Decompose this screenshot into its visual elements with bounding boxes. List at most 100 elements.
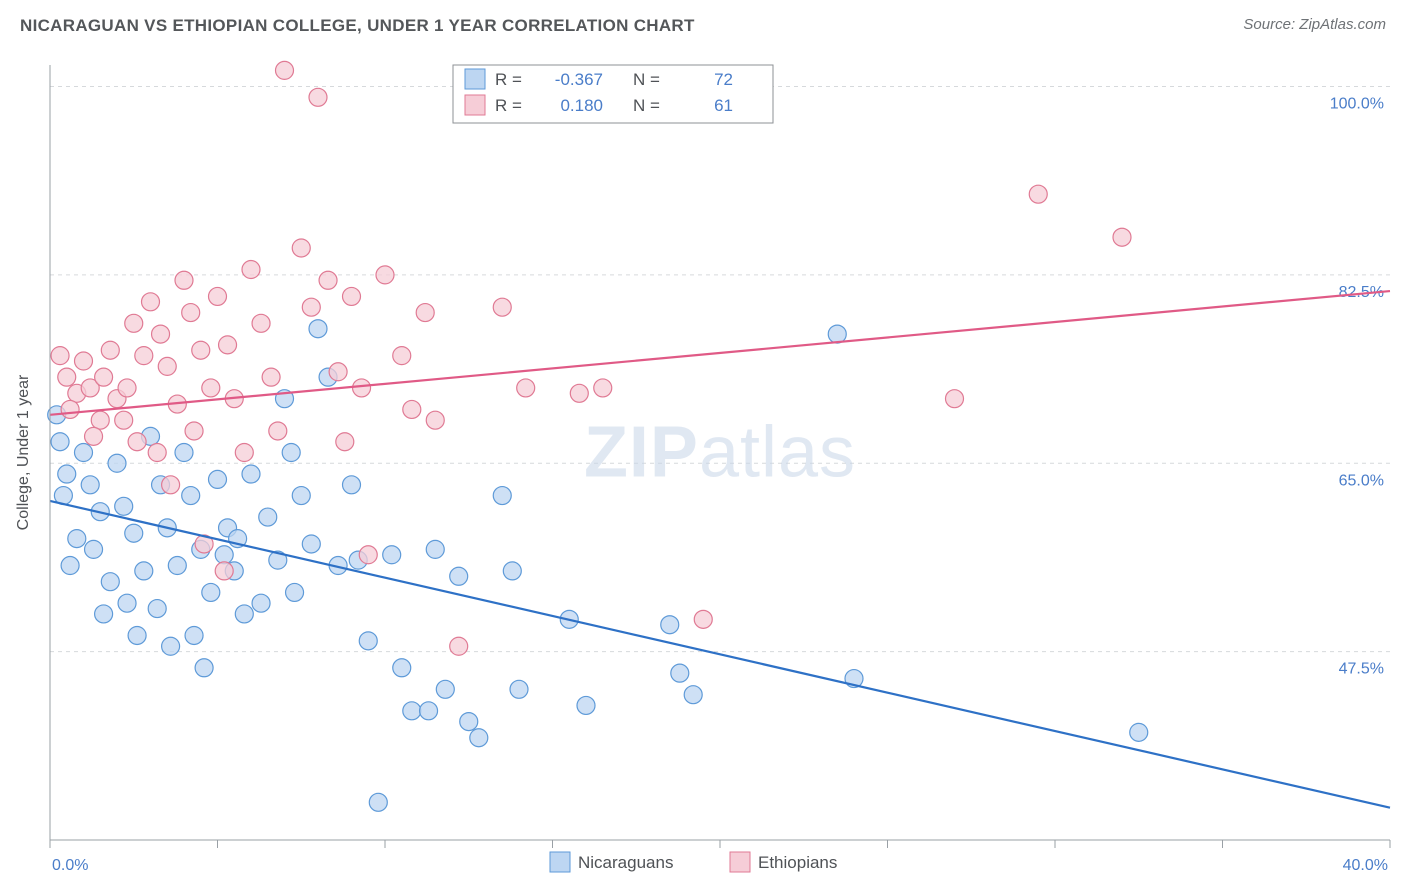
legend-r-label: R = <box>495 96 522 115</box>
data-point <box>95 368 113 386</box>
data-point <box>416 304 434 322</box>
data-point <box>282 444 300 462</box>
data-point <box>393 347 411 365</box>
data-point <box>209 287 227 305</box>
data-point <box>292 239 310 257</box>
data-point <box>168 557 186 575</box>
data-point <box>259 508 277 526</box>
data-point <box>503 562 521 580</box>
data-point <box>185 626 203 644</box>
y-grid-label: 65.0% <box>1339 472 1384 489</box>
data-point <box>252 594 270 612</box>
data-point <box>517 379 535 397</box>
data-point <box>671 664 689 682</box>
data-point <box>125 524 143 542</box>
data-point <box>343 287 361 305</box>
data-point <box>309 88 327 106</box>
data-point <box>118 379 136 397</box>
data-point <box>570 384 588 402</box>
data-point <box>1113 228 1131 246</box>
data-point <box>68 530 86 548</box>
data-point <box>61 557 79 575</box>
data-point <box>115 411 133 429</box>
data-point <box>235 605 253 623</box>
x-min-label: 0.0% <box>52 857 88 874</box>
data-point <box>195 659 213 677</box>
data-point <box>202 583 220 601</box>
data-point <box>577 696 595 714</box>
data-point <box>242 261 260 279</box>
data-point <box>215 546 233 564</box>
data-point <box>91 411 109 429</box>
data-point <box>450 567 468 585</box>
legend-swatch <box>465 95 485 115</box>
data-point <box>403 400 421 418</box>
data-point <box>182 304 200 322</box>
data-point <box>115 497 133 515</box>
legend-n-value: 61 <box>714 96 733 115</box>
data-point <box>269 422 287 440</box>
data-point <box>426 540 444 558</box>
data-point <box>219 336 237 354</box>
data-point <box>182 487 200 505</box>
data-point <box>684 686 702 704</box>
data-point <box>175 444 193 462</box>
chart-title: NICARAGUAN VS ETHIOPIAN COLLEGE, UNDER 1… <box>20 16 1386 36</box>
data-point <box>1029 185 1047 203</box>
data-point <box>95 605 113 623</box>
data-point <box>1130 723 1148 741</box>
data-point <box>450 637 468 655</box>
data-point <box>185 422 203 440</box>
data-point <box>436 680 454 698</box>
y-grid-label: 47.5% <box>1339 661 1384 678</box>
data-point <box>343 476 361 494</box>
data-point <box>460 713 478 731</box>
data-point <box>286 583 304 601</box>
data-point <box>383 546 401 564</box>
data-point <box>302 298 320 316</box>
legend-n-value: 72 <box>714 70 733 89</box>
source-link[interactable]: ZipAtlas.com <box>1299 16 1386 33</box>
data-point <box>135 347 153 365</box>
data-point <box>75 444 93 462</box>
data-point <box>510 680 528 698</box>
data-point <box>108 454 126 472</box>
data-point <box>946 390 964 408</box>
data-point <box>252 314 270 332</box>
data-point <box>319 271 337 289</box>
data-point <box>158 357 176 375</box>
legend-r-label: R = <box>495 70 522 89</box>
data-point <box>192 341 210 359</box>
data-point <box>594 379 612 397</box>
data-point <box>215 562 233 580</box>
data-point <box>101 341 119 359</box>
data-point <box>58 465 76 483</box>
data-point <box>128 626 146 644</box>
data-point <box>152 325 170 343</box>
legend-n-label: N = <box>633 70 660 89</box>
x-max-label: 40.0% <box>1343 857 1388 874</box>
data-point <box>329 363 347 381</box>
data-point <box>148 444 166 462</box>
legend-swatch <box>550 852 570 872</box>
legend-swatch <box>730 852 750 872</box>
scatter-chart: 47.5%65.0%82.5%100.0%ZIPatlas0.0%40.0%Co… <box>0 50 1406 892</box>
data-point <box>262 368 280 386</box>
legend-r-value: -0.367 <box>555 70 603 89</box>
y-axis-label: College, Under 1 year <box>15 374 32 530</box>
data-point <box>118 594 136 612</box>
data-point <box>85 427 103 445</box>
trend-line <box>50 291 1390 415</box>
data-point <box>148 600 166 618</box>
data-point <box>175 271 193 289</box>
chart-header: NICARAGUAN VS ETHIOPIAN COLLEGE, UNDER 1… <box>0 0 1406 50</box>
data-point <box>135 562 153 580</box>
data-point <box>420 702 438 720</box>
data-point <box>75 352 93 370</box>
legend-n-label: N = <box>633 96 660 115</box>
data-point <box>58 368 76 386</box>
data-point <box>61 400 79 418</box>
data-point <box>162 637 180 655</box>
data-point <box>353 379 371 397</box>
trend-line <box>50 501 1390 808</box>
